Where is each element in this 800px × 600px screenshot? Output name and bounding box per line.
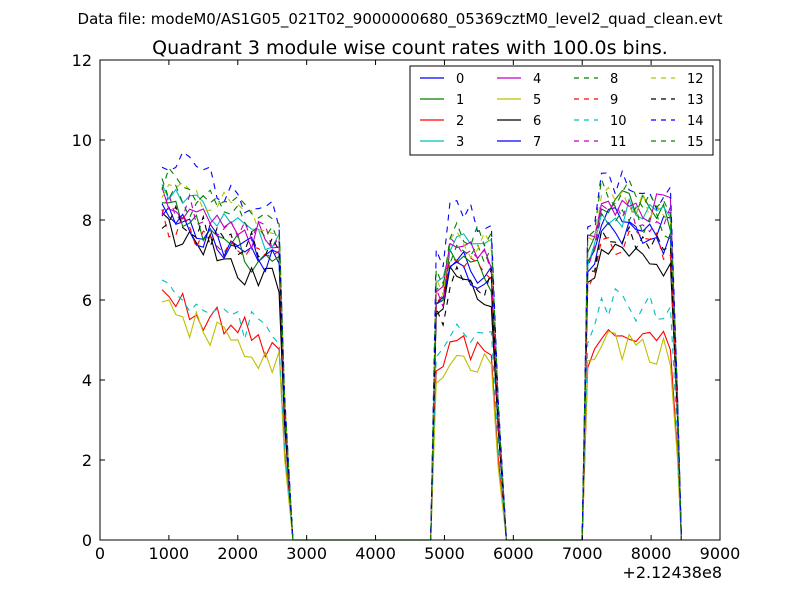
series-line-6 — [161, 212, 682, 541]
series-line-1 — [162, 190, 682, 541]
series-line-13 — [161, 204, 682, 541]
series-line-10 — [161, 279, 682, 541]
y-tick-label: 10 — [72, 131, 92, 150]
legend-label-7: 7 — [533, 135, 541, 150]
legend-label-1: 1 — [456, 93, 464, 108]
x-offset-label: +2.12438e8 — [622, 563, 722, 582]
series-line-12 — [161, 181, 682, 541]
plot-lines — [161, 151, 682, 541]
y-tick-label: 0 — [82, 531, 92, 550]
x-tick-label: 1000 — [149, 544, 190, 563]
series-line-7 — [161, 203, 682, 541]
legend-label-11: 11 — [610, 135, 627, 150]
legend-label-3: 3 — [456, 135, 464, 150]
legend-label-2: 2 — [456, 114, 464, 129]
axis-ticks: 0 1000 2000 3000 4000 5000 6000 7000 8000 9000 0 2 4… — [72, 51, 741, 563]
x-tick-label: 5000 — [424, 544, 465, 563]
series-line-14 — [161, 151, 682, 541]
x-tick-label: 2000 — [217, 544, 258, 563]
series-line-8 — [161, 178, 682, 541]
data-file-suptitle: Data file: modeM0/AS1G05_021T02_90000006… — [78, 10, 723, 29]
x-tick-label: 6000 — [493, 544, 534, 563]
legend-label-13: 13 — [687, 93, 704, 108]
series-line-2 — [161, 289, 682, 541]
series-line-0 — [161, 206, 682, 541]
legend-label-12: 12 — [687, 72, 704, 87]
series-line-3 — [161, 184, 682, 541]
chart-title: Quadrant 3 module wise count rates with … — [152, 37, 668, 59]
legend-label-8: 8 — [610, 72, 618, 87]
series-line-15 — [161, 167, 682, 541]
legend-label-14: 14 — [687, 114, 704, 129]
x-tick-label: 4000 — [355, 544, 396, 563]
x-tick-label: 8000 — [631, 544, 672, 563]
legend-label-10: 10 — [610, 114, 627, 129]
series-line-5 — [161, 299, 682, 541]
y-tick-label: 4 — [82, 371, 92, 390]
legend-label-6: 6 — [533, 114, 541, 129]
y-tick-label: 6 — [82, 291, 92, 310]
legend-label-4: 4 — [533, 72, 541, 87]
y-tick-label: 2 — [82, 451, 92, 470]
legend-label-0: 0 — [456, 72, 464, 87]
y-tick-label: 8 — [82, 211, 92, 230]
y-tick-label: 12 — [72, 51, 92, 70]
series-line-4 — [161, 187, 682, 541]
x-tick-label: 3000 — [286, 544, 327, 563]
series-line-9 — [161, 209, 682, 541]
legend-label-5: 5 — [533, 93, 541, 108]
x-tick-label: 7000 — [562, 544, 603, 563]
legend-label-15: 15 — [687, 135, 704, 150]
series-line-11 — [161, 192, 682, 541]
x-tick-label: 0 — [95, 544, 105, 563]
legend-box — [409, 65, 714, 156]
x-tick-label: 9000 — [700, 544, 741, 563]
legend-label-9: 9 — [610, 93, 618, 108]
